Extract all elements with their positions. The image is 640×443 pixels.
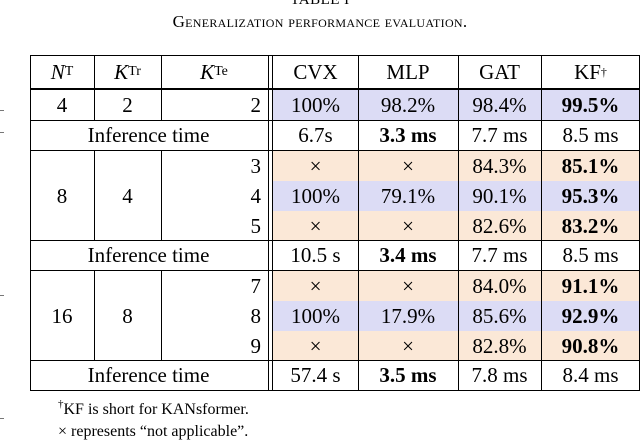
table-rule xyxy=(30,270,640,271)
group-1-nt: 4 xyxy=(56,92,68,117)
inference-cvx: 57.4 s xyxy=(290,363,341,387)
inference-time-label: Inference time xyxy=(87,363,210,387)
cell-kf: 99.5% xyxy=(541,90,640,120)
cell-kf: 92.9% xyxy=(541,301,640,331)
inference-gat: 7.7 ms xyxy=(471,123,528,147)
column-rule xyxy=(161,270,162,361)
column-rule xyxy=(94,55,95,121)
table-footnotes: †KF is short for KANsformer. × represent… xyxy=(58,393,249,443)
cell-mlp: 17.9% xyxy=(358,301,458,331)
cell-cvx: × xyxy=(273,211,358,241)
cell-mlp: × xyxy=(358,211,458,241)
cell-gat: 84.0% xyxy=(458,271,541,301)
row-kte: 8 xyxy=(250,303,262,328)
cell-mlp: × xyxy=(358,331,458,361)
cell-kf: 83.2% xyxy=(541,211,640,241)
row-kte: 4 xyxy=(250,183,262,208)
cell-gat: 98.4% xyxy=(458,90,541,120)
inference-kf: 8.5 ms xyxy=(562,123,619,147)
cell-cvx: × xyxy=(273,151,358,181)
table-caption-title: Generalization performance evaluation. xyxy=(172,12,468,31)
column-rule xyxy=(541,55,542,391)
inference-mlp: 3.4 ms xyxy=(379,243,437,267)
inference-mlp: 3.5 ms xyxy=(379,363,437,387)
cell-cvx: 100% xyxy=(273,90,358,120)
group-3-nt: 16 xyxy=(51,303,73,328)
inference-gat: 7.7 ms xyxy=(471,243,528,267)
table-border-left xyxy=(30,55,31,391)
row-kte: 2 xyxy=(250,92,262,117)
column-rule xyxy=(161,55,162,121)
table-rule xyxy=(30,89,640,90)
inference-time-label: Inference time xyxy=(87,123,210,147)
cell-cvx: × xyxy=(273,271,358,301)
row-kte: 9 xyxy=(250,333,262,358)
cell-gat: 85.6% xyxy=(458,301,541,331)
group-2-nt: 8 xyxy=(56,183,68,208)
header-gat: GAT xyxy=(479,59,520,84)
cell-kf: 95.3% xyxy=(541,181,640,211)
footnote-kf: †KF is short for KANsformer. xyxy=(58,398,249,418)
column-rule xyxy=(458,55,459,391)
cell-gat: 90.1% xyxy=(458,181,541,211)
table-caption-label: TABLE I xyxy=(290,0,350,8)
row-kte: 5 xyxy=(250,213,262,238)
table-rule xyxy=(30,55,640,56)
group-1-ktr: 2 xyxy=(122,92,133,117)
double-rule-left xyxy=(268,55,269,391)
header-ktr: K Tr xyxy=(114,59,141,84)
table-rule xyxy=(30,150,640,151)
inference-cvx: 10.5 s xyxy=(290,243,341,267)
cell-gat: 82.6% xyxy=(458,211,541,241)
group-2-ktr: 4 xyxy=(122,183,133,208)
cell-mlp: 98.2% xyxy=(358,90,458,120)
table-rule xyxy=(30,360,640,361)
column-rule xyxy=(94,270,95,361)
cell-mlp: × xyxy=(358,151,458,181)
cell-mlp: 79.1% xyxy=(358,181,458,211)
header-kf: KF † xyxy=(574,59,607,84)
cell-kf: 90.8% xyxy=(541,331,640,361)
footnote-na: × represents “not applicable”. xyxy=(58,423,249,440)
table-rule xyxy=(30,390,640,391)
cell-cvx: × xyxy=(273,331,358,361)
header-mlp: MLP xyxy=(386,59,430,84)
inference-cvx: 6.7s xyxy=(298,123,333,147)
header-cvx: CVX xyxy=(293,59,338,84)
cell-kf: 91.1% xyxy=(541,271,640,301)
inference-kf: 8.5 ms xyxy=(562,243,619,267)
cell-cvx: 100% xyxy=(273,181,358,211)
column-rule xyxy=(161,150,162,241)
inference-kf: 8.4 ms xyxy=(562,363,619,387)
cell-mlp: × xyxy=(358,271,458,301)
cell-cvx: 100% xyxy=(273,301,358,331)
column-rule xyxy=(358,55,359,391)
table-rule xyxy=(30,120,640,121)
cell-gat: 84.3% xyxy=(458,151,541,181)
inference-gat: 7.8 ms xyxy=(471,363,528,387)
double-rule-right xyxy=(272,55,273,391)
header-kte: K Te xyxy=(200,59,228,84)
table-rule xyxy=(30,240,640,241)
inference-time-label: Inference time xyxy=(87,243,210,267)
group-3-ktr: 8 xyxy=(122,303,133,328)
cell-gat: 82.8% xyxy=(458,331,541,361)
cell-kf: 85.1% xyxy=(541,151,640,181)
table-rule xyxy=(30,88,640,89)
row-kte: 7 xyxy=(250,273,262,298)
inference-mlp: 3.3 ms xyxy=(379,123,437,147)
row-kte: 3 xyxy=(250,153,262,178)
column-rule xyxy=(94,150,95,241)
